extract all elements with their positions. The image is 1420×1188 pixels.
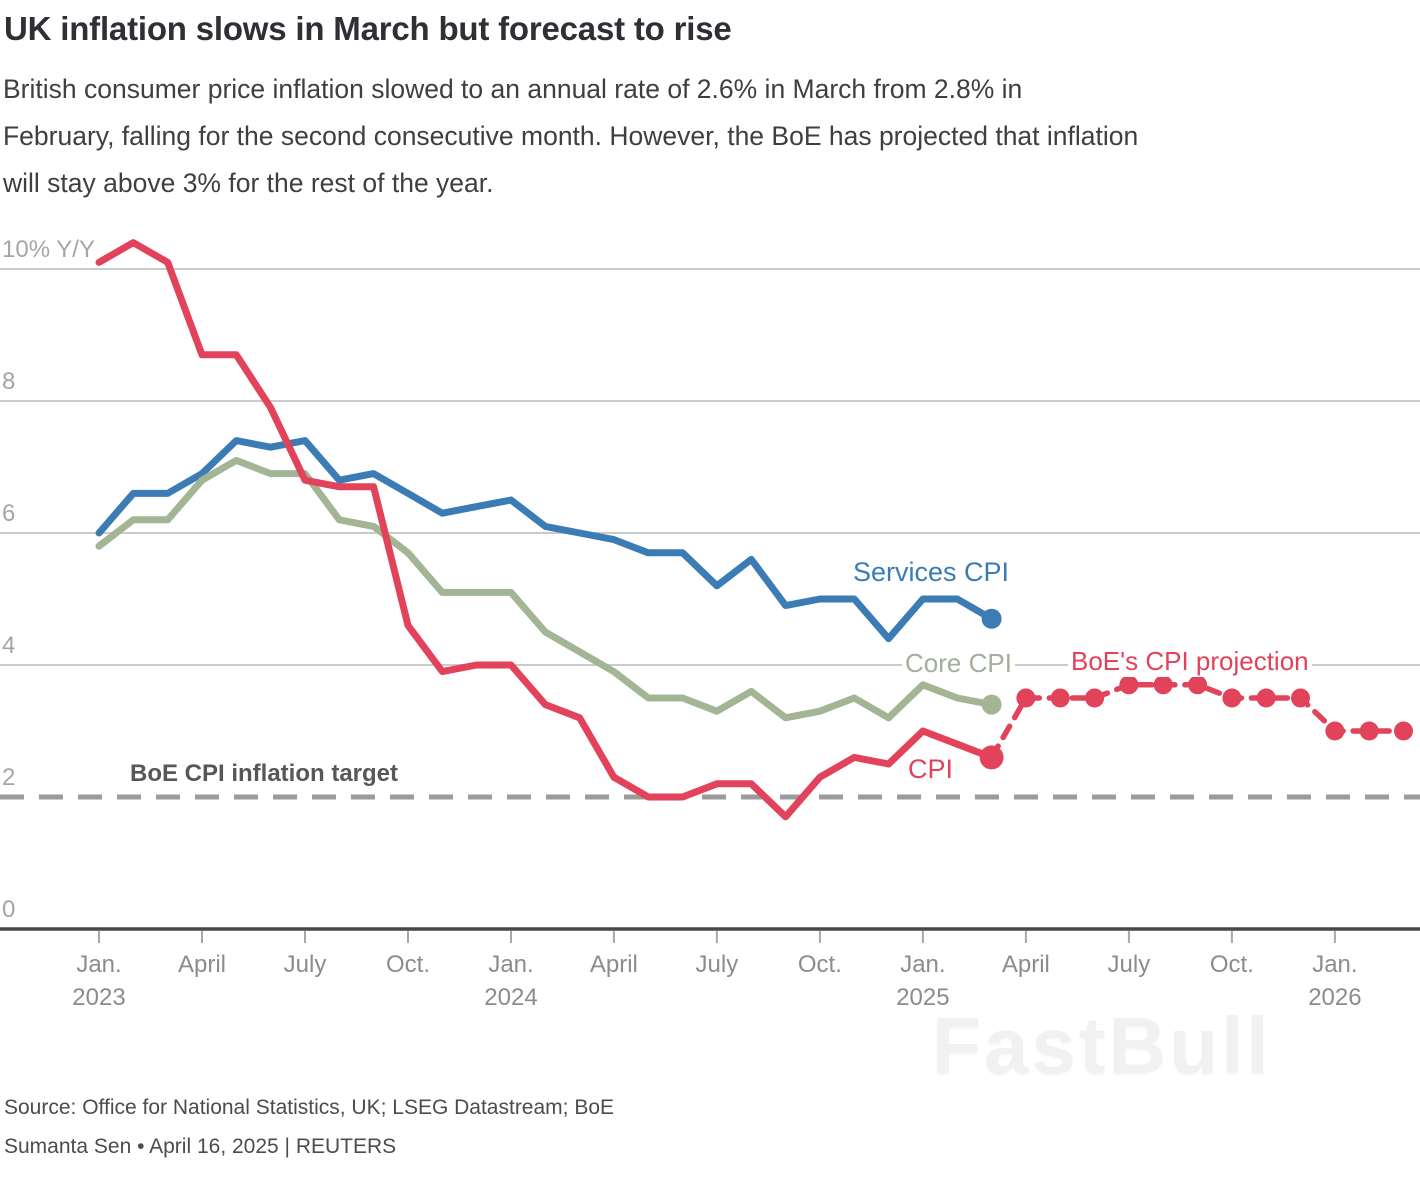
- projection-dot: [1016, 688, 1036, 708]
- projection-dot: [1291, 688, 1310, 708]
- projection-dot: [1222, 688, 1242, 708]
- series-line-cpi: [95, 239, 996, 821]
- series-label-services-cpi: Services CPI: [853, 557, 1010, 587]
- series-label-boe-cpi-projection: BoE's CPI projection: [1068, 646, 1312, 677]
- series-line-services-cpi: [95, 437, 996, 643]
- series-label-cpi: CPI: [908, 754, 954, 784]
- x-tick-label: April: [589, 951, 638, 978]
- x-tick-year: 2025: [896, 984, 950, 1011]
- projection-dot: [1085, 688, 1105, 708]
- y-tick-label: 6: [2, 500, 16, 527]
- y-tick-label: 8: [2, 368, 16, 395]
- subtitle-line: will stay above 3% for the rest of the y…: [3, 168, 494, 198]
- subtitle-line: February, falling for the second consecu…: [3, 121, 1139, 151]
- projection-dot: [1359, 721, 1379, 741]
- x-tick-year: 2024: [484, 984, 538, 1011]
- x-tick-label: July: [283, 951, 327, 978]
- footer: Source: Office for National Statistics, …: [4, 1088, 614, 1166]
- x-tick-label: Oct.: [797, 951, 842, 978]
- x-tick-year: 2023: [72, 984, 126, 1011]
- series-end-dot-services-cpi: [981, 608, 1002, 629]
- series-line-core-cpi: [95, 456, 996, 722]
- x-tick-label: July: [695, 951, 739, 978]
- x-tick-label: Jan. 2025: [843, 948, 1003, 1014]
- y-tick-label: 2: [2, 764, 16, 791]
- y-tick-label: 0: [2, 896, 16, 923]
- y-tick-label: 4: [2, 632, 16, 659]
- y-tick-label: 10% Y/Y: [2, 236, 95, 263]
- source-line: Source: Office for National Statistics, …: [4, 1096, 615, 1119]
- projection-dot: [1119, 675, 1139, 695]
- x-tick-label: Oct.: [1209, 951, 1254, 978]
- x-tick-label: Jan. 2026: [1255, 948, 1415, 1014]
- target-line-label: BoE CPI inflation target: [130, 760, 399, 787]
- projection-dot: [1325, 721, 1345, 741]
- projection-dot: [1256, 688, 1276, 708]
- projection-dot: [1153, 675, 1173, 695]
- projection-dot: [1394, 721, 1413, 741]
- x-tick-label: July: [1107, 951, 1151, 978]
- x-tick-label: April: [1001, 951, 1050, 978]
- x-tick-label: April: [177, 951, 226, 978]
- byline: Sumanta Sen • April 16, 2025 | REUTERS: [4, 1135, 397, 1158]
- series-label-core-cpi: Core CPI: [902, 648, 1015, 679]
- x-tick-label: Jan. 2024: [431, 948, 591, 1014]
- series-end-dot-core-cpi: [981, 694, 1002, 715]
- watermark: FastBull: [932, 1001, 1272, 1090]
- x-tick-label: Oct.: [385, 951, 430, 978]
- page-title: UK inflation slows in March but forecast…: [4, 10, 732, 47]
- projection-dot: [1188, 675, 1208, 695]
- projection-dot: [1050, 688, 1070, 708]
- x-tick-label: Jan. 2023: [19, 948, 179, 1014]
- chart-subtitle: British consumer price inflation slowed …: [3, 66, 1138, 207]
- subtitle-line: British consumer price inflation slowed …: [3, 74, 1023, 104]
- x-tick-year: 2026: [1308, 984, 1362, 1011]
